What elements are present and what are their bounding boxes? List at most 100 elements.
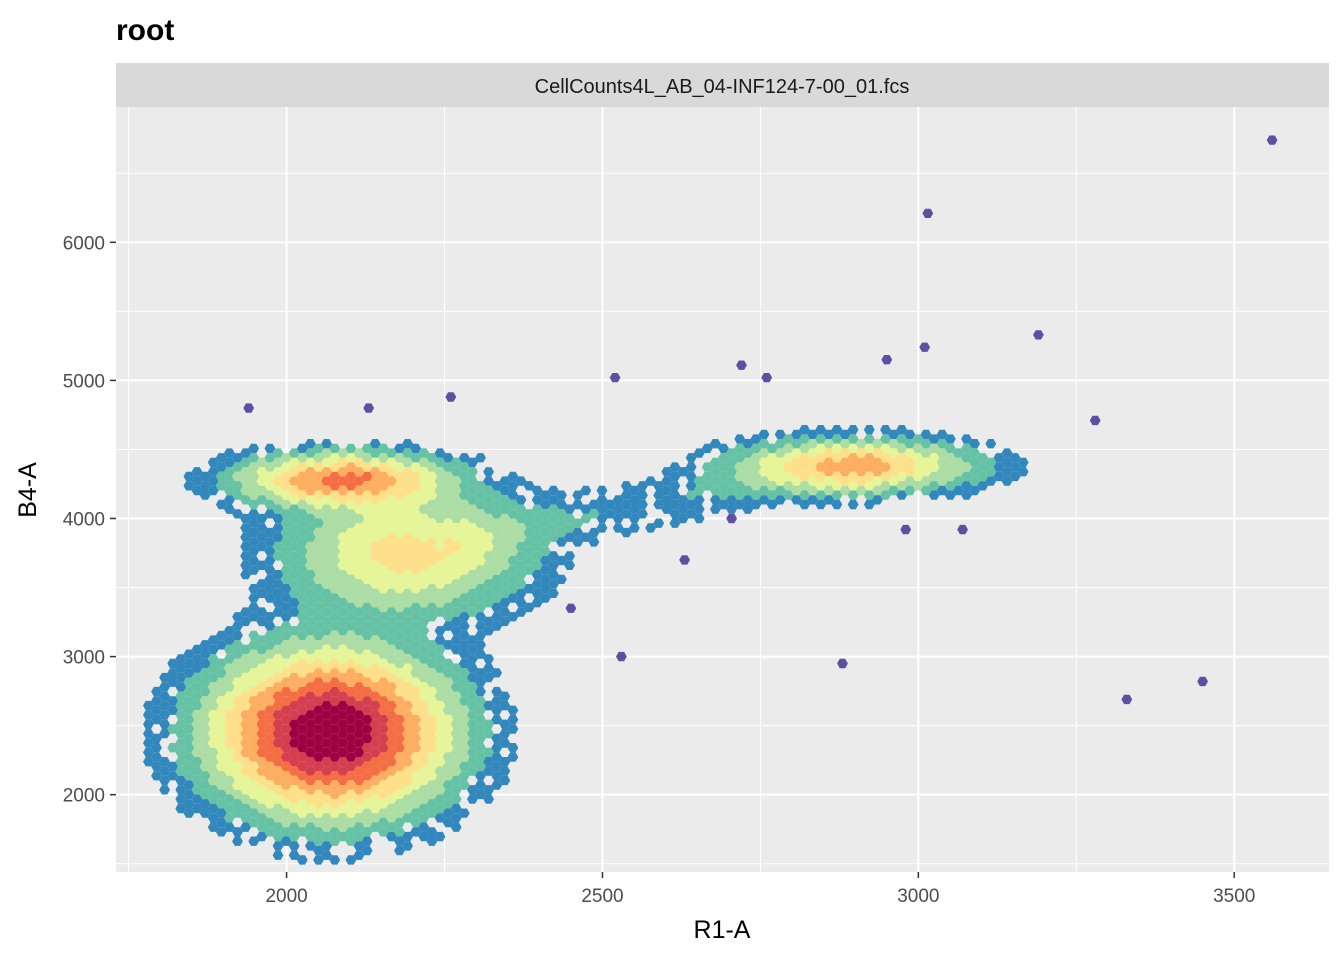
hex-cell bbox=[410, 565, 422, 575]
hex-cell bbox=[345, 696, 357, 706]
hex-cell bbox=[369, 729, 381, 739]
hex-cell bbox=[151, 714, 162, 725]
hex-cell bbox=[847, 443, 859, 454]
hex-cell bbox=[224, 710, 235, 720]
hex-cell bbox=[240, 719, 251, 729]
hex-cell bbox=[256, 831, 268, 842]
hex-cell bbox=[288, 831, 300, 842]
hex-cell bbox=[410, 724, 422, 734]
hex-cell bbox=[386, 532, 397, 542]
hex-cell bbox=[240, 457, 251, 468]
hex-cell bbox=[272, 794, 284, 804]
hex-cell bbox=[353, 504, 365, 514]
hex-cell bbox=[329, 574, 341, 584]
hex-cell bbox=[345, 855, 357, 865]
hex-cell bbox=[1009, 462, 1021, 472]
hex-cell bbox=[434, 663, 446, 673]
hex-cell bbox=[442, 677, 454, 687]
hex-cell bbox=[458, 705, 470, 715]
hex-cell-outlier bbox=[922, 208, 934, 218]
hex-cell bbox=[458, 565, 470, 575]
hex-cell bbox=[450, 607, 462, 617]
hex-cell bbox=[296, 658, 308, 669]
hex-cell bbox=[313, 518, 324, 528]
hex-cell bbox=[361, 761, 373, 772]
hex-cell bbox=[928, 481, 940, 491]
hex-cell bbox=[791, 457, 802, 468]
hex-cell bbox=[386, 794, 397, 804]
hex-cell bbox=[288, 626, 300, 636]
hex-cell bbox=[742, 504, 754, 514]
hex-cell bbox=[442, 490, 454, 500]
hex-cell bbox=[199, 668, 211, 678]
hex-cell bbox=[353, 485, 365, 496]
hex-cell bbox=[183, 733, 195, 743]
hex-cell bbox=[402, 541, 413, 552]
hex-cell bbox=[402, 635, 413, 645]
hex-cell bbox=[329, 499, 341, 510]
hex-cell bbox=[847, 499, 859, 510]
hex-cell bbox=[361, 686, 373, 697]
hex-cell bbox=[629, 513, 640, 524]
hex-cell bbox=[442, 817, 454, 828]
hex-cell bbox=[467, 729, 478, 739]
hex-cell bbox=[531, 579, 543, 589]
hex-cell bbox=[458, 780, 470, 790]
hex-cell bbox=[450, 532, 462, 542]
hex-cell bbox=[272, 803, 284, 814]
hex-cell bbox=[507, 518, 519, 528]
hex-cell bbox=[321, 504, 332, 514]
hex-cell bbox=[183, 724, 195, 734]
hex-cell bbox=[264, 555, 276, 566]
hex-cell bbox=[410, 743, 422, 753]
hex-cell bbox=[523, 584, 535, 594]
hex-cell bbox=[256, 523, 268, 533]
hex-cell bbox=[305, 747, 316, 757]
y-tick-label: 6000 bbox=[63, 233, 105, 254]
hex-cell bbox=[548, 588, 559, 598]
hex-cell bbox=[564, 560, 575, 570]
hex-cell bbox=[677, 495, 689, 505]
hex-cell bbox=[353, 523, 365, 533]
hex-cell bbox=[434, 560, 446, 570]
hex-cell bbox=[175, 738, 187, 748]
hex-cell bbox=[410, 771, 422, 781]
hex-cell bbox=[240, 560, 251, 570]
hex-cell bbox=[475, 565, 486, 575]
hex-cell bbox=[321, 747, 332, 757]
hex-cell bbox=[305, 700, 316, 711]
hex-cell bbox=[199, 733, 211, 743]
hex-cell bbox=[394, 527, 405, 538]
hex-cell bbox=[807, 476, 818, 486]
hex-cell bbox=[515, 513, 527, 524]
hex-cell bbox=[791, 448, 802, 458]
hex-cell bbox=[1009, 471, 1021, 482]
hex-cell bbox=[880, 443, 891, 454]
hex-cell bbox=[337, 747, 349, 757]
hex-cell bbox=[888, 429, 899, 439]
hex-cell bbox=[475, 677, 486, 687]
hex-cell bbox=[288, 495, 300, 505]
hex-cell bbox=[548, 513, 559, 524]
hex-cell bbox=[215, 640, 227, 650]
hex-cell bbox=[159, 719, 170, 729]
hex-cell bbox=[458, 752, 470, 762]
hex-cell bbox=[442, 527, 454, 538]
hex-cell-outlier bbox=[565, 603, 577, 613]
hex-cell bbox=[645, 476, 656, 486]
hex-cell bbox=[539, 546, 551, 556]
hex-cell bbox=[345, 724, 357, 734]
hex-cell bbox=[377, 593, 389, 603]
hex-cell bbox=[507, 593, 519, 603]
hex-cell bbox=[961, 481, 972, 491]
hex-cell bbox=[215, 743, 227, 753]
hex-cell bbox=[321, 757, 332, 767]
hex-cell bbox=[483, 719, 494, 729]
hex-cell bbox=[394, 724, 405, 734]
hex-cell bbox=[483, 747, 494, 757]
hex-cell bbox=[880, 490, 891, 500]
hex-cell bbox=[353, 626, 365, 636]
hex-cell bbox=[377, 799, 389, 809]
hex-cell bbox=[296, 780, 308, 790]
hex-cell bbox=[426, 565, 438, 575]
